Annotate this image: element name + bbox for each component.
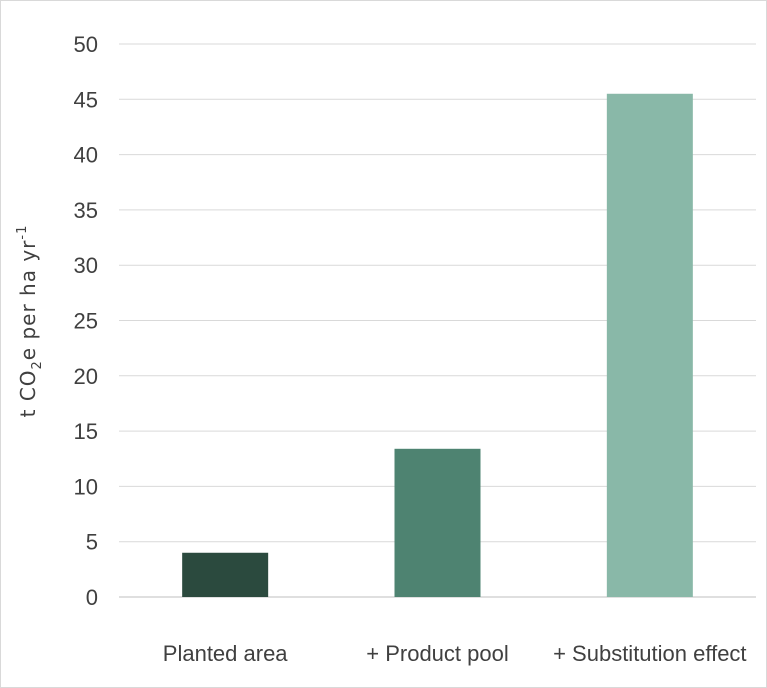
x-category-labels: Planted area + Product pool + Substitution… xyxy=(163,641,747,666)
y-tick-label: 20 xyxy=(74,364,98,389)
y-axis-label-superscript: -1 xyxy=(15,225,30,240)
x-category-label: Planted area xyxy=(163,641,289,666)
y-axis-label: t CO2e per ha yr-1 xyxy=(15,225,45,418)
y-tick-labels: 0 5 10 15 20 25 30 35 40 45 50 xyxy=(74,32,98,610)
x-category-label: + Substitution effect xyxy=(553,641,746,666)
y-tick-label: 0 xyxy=(86,585,98,610)
bar xyxy=(606,93,693,598)
y-axis-label-prefix: t CO xyxy=(16,369,40,417)
bar xyxy=(394,448,481,597)
y-tick-label: 40 xyxy=(74,143,98,168)
y-tick-label: 5 xyxy=(86,530,98,555)
y-axis-label-subscript: 2 xyxy=(30,360,45,369)
y-tick-label: 35 xyxy=(74,198,98,223)
y-tick-label: 10 xyxy=(74,474,98,499)
x-category-label: + Product pool xyxy=(366,641,508,666)
y-tick-label: 15 xyxy=(74,419,98,444)
bar xyxy=(182,552,269,597)
bars xyxy=(182,93,693,598)
y-tick-label: 45 xyxy=(74,87,98,112)
y-axis-label-middle: e per ha yr xyxy=(16,240,40,361)
y-tick-label: 30 xyxy=(74,253,98,278)
y-tick-label: 25 xyxy=(74,309,98,334)
y-tick-label: 50 xyxy=(74,32,98,57)
